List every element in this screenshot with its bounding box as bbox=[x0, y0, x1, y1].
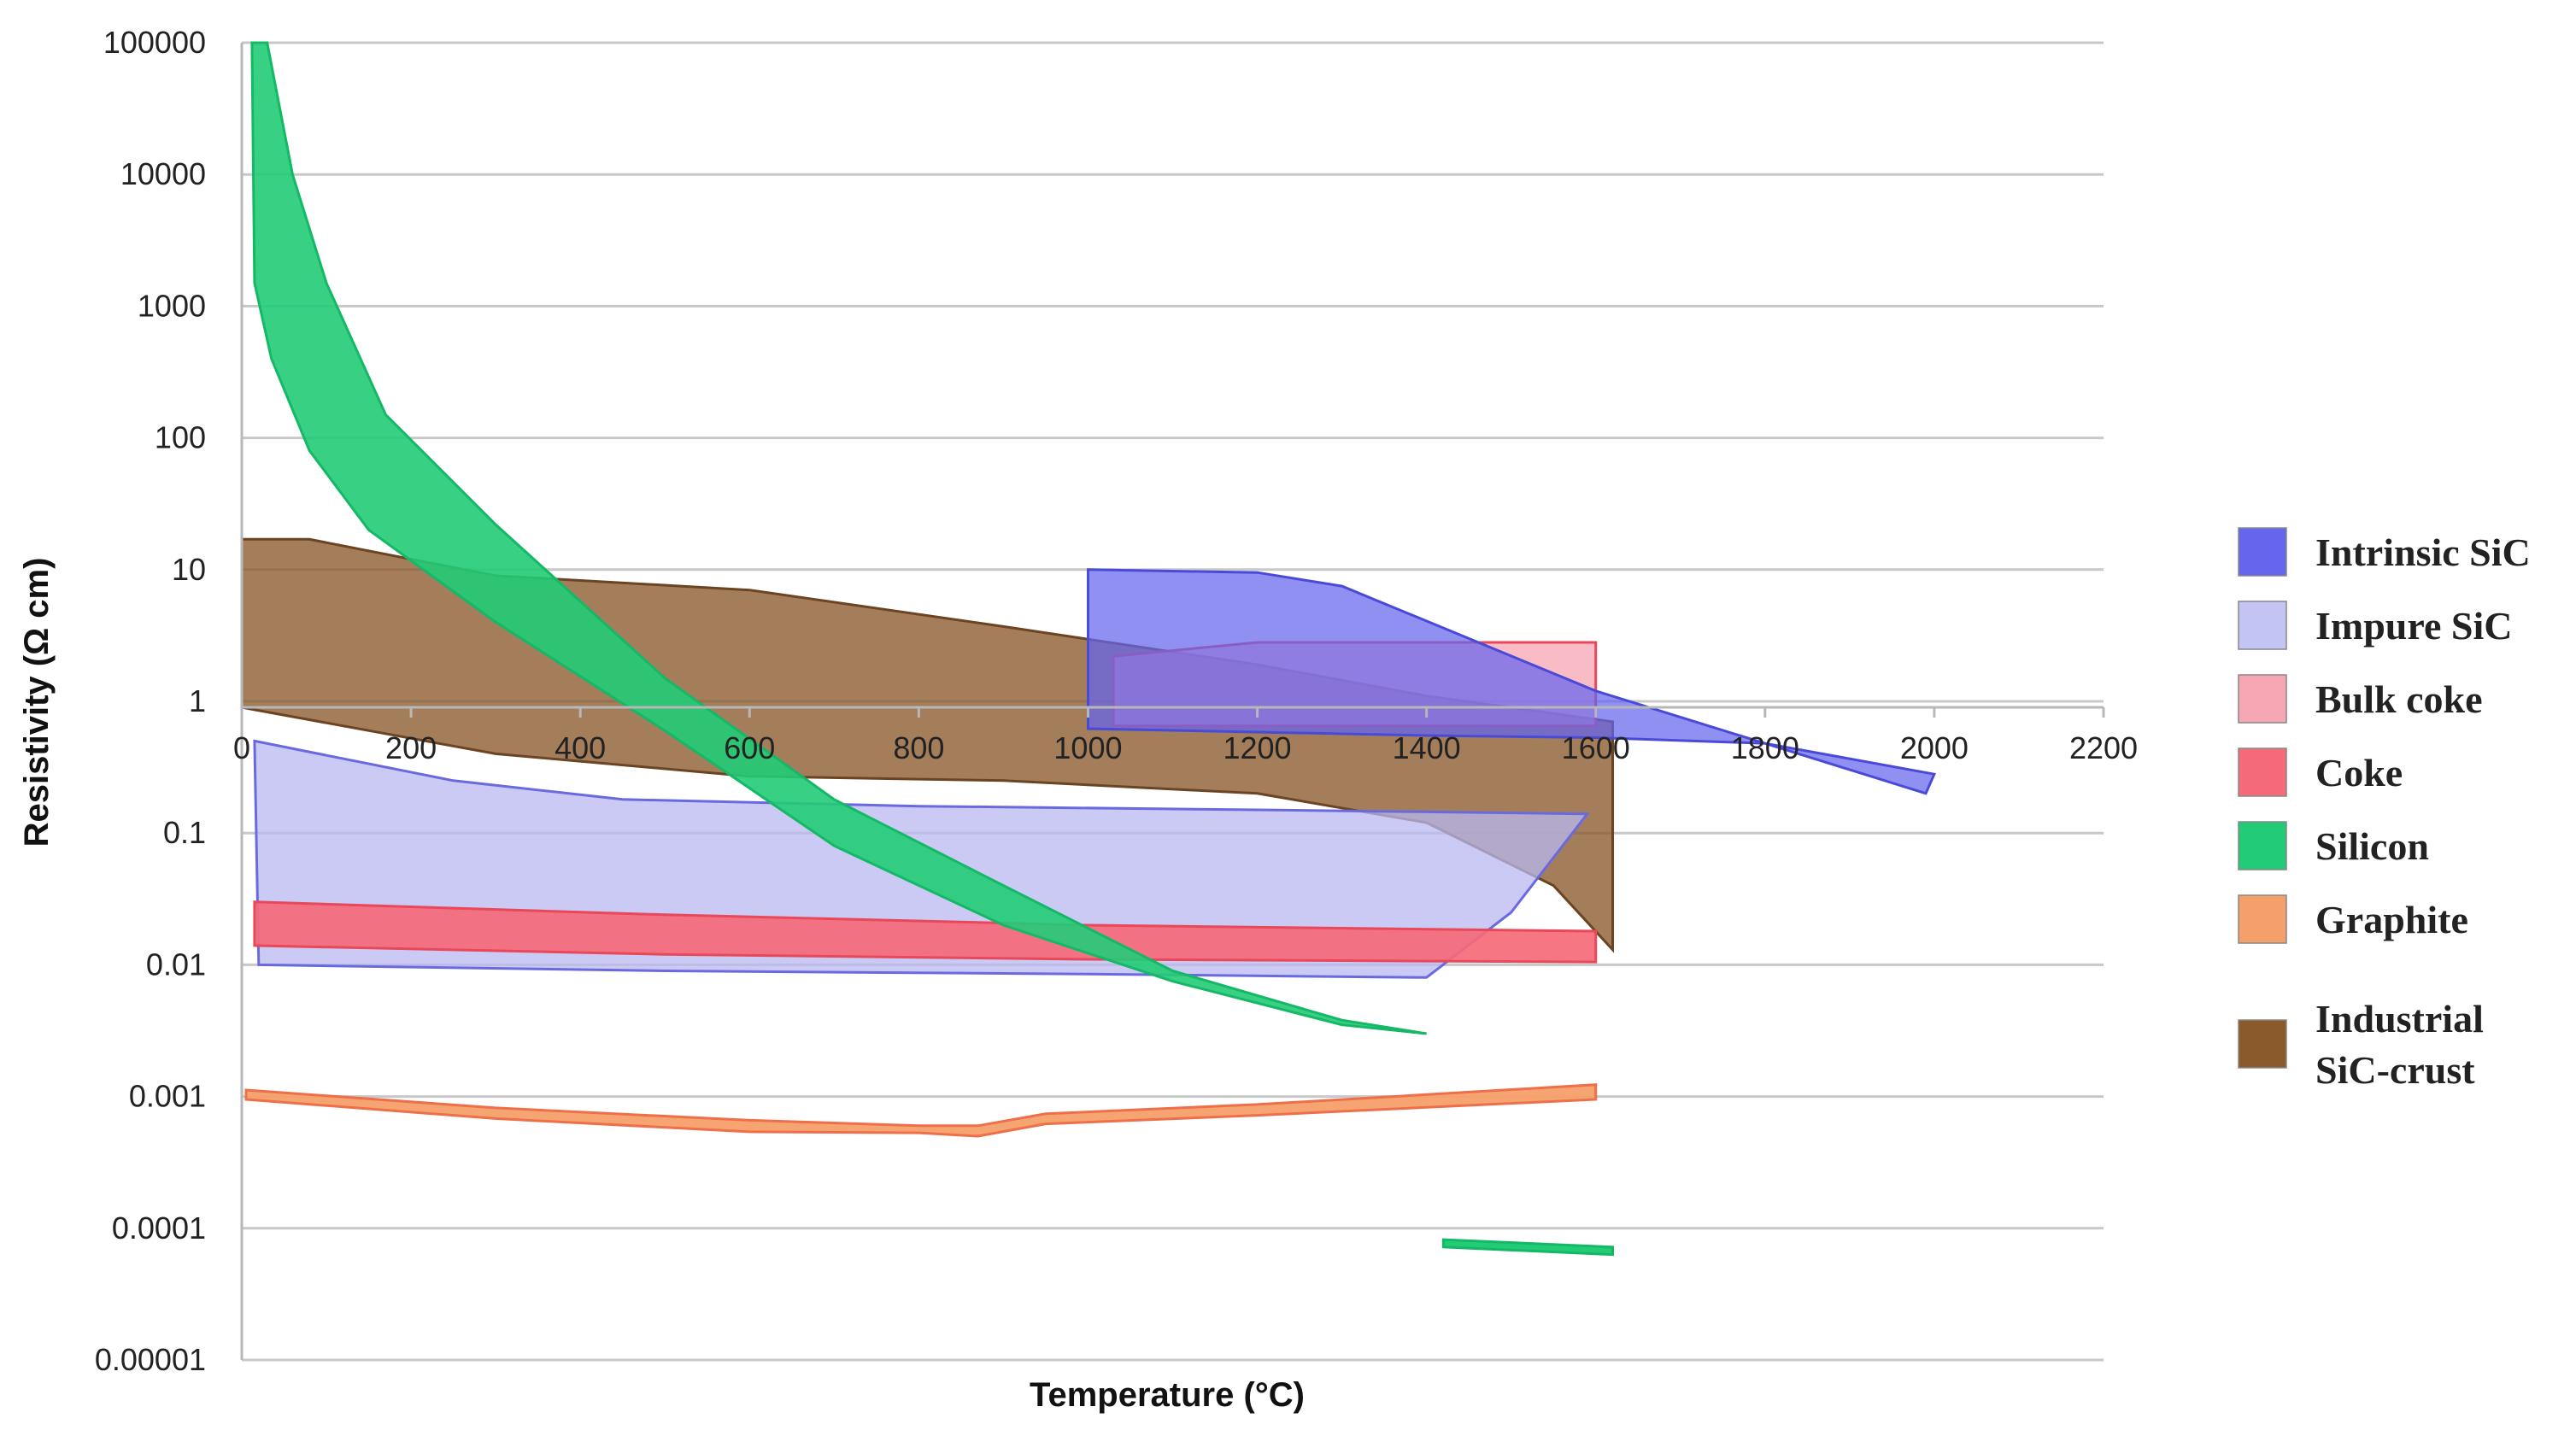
legend-label: Bulk coke bbox=[2315, 677, 2483, 721]
x-tick-label: 0 bbox=[233, 730, 250, 765]
y-tick-label: 100 bbox=[155, 420, 206, 455]
legend-item-intrinsic-sic: Intrinsic SiC bbox=[2238, 527, 2531, 577]
legend-swatch bbox=[2238, 601, 2287, 650]
x-tick-label: 2200 bbox=[2069, 730, 2138, 765]
legend-item-graphite: Graphite bbox=[2238, 894, 2468, 944]
series-band-coke bbox=[253, 900, 1598, 964]
legend-swatch bbox=[2238, 674, 2287, 724]
legend-label: Impure SiC bbox=[2315, 604, 2512, 648]
y-tick-label: 0.001 bbox=[129, 1079, 206, 1114]
y-tick-label: 10 bbox=[172, 552, 206, 587]
axes bbox=[240, 43, 2105, 1360]
legend-label: Intrinsic SiC bbox=[2315, 530, 2531, 574]
series-band-intrinsic-sic bbox=[1087, 568, 1937, 795]
legend-item-bulk-coke: Bulk coke bbox=[2238, 674, 2483, 724]
legend-item-impure-sic: Impure SiC bbox=[2238, 601, 2512, 650]
y-tick-label: 10000 bbox=[120, 156, 206, 191]
x-tick-label: 200 bbox=[385, 730, 437, 765]
legend-swatch bbox=[2238, 821, 2287, 870]
legend-label: SiC-crust bbox=[2315, 1048, 2475, 1092]
legend-item-silicon: Silicon bbox=[2238, 821, 2429, 870]
x-tick-label: 1600 bbox=[1562, 730, 1630, 765]
y-tick-label: 0.1 bbox=[163, 815, 206, 850]
x-tick-label: 1400 bbox=[1393, 730, 1461, 765]
tick-labels: 1000001000010001001010.10.010.0010.00010… bbox=[95, 25, 2138, 1377]
x-tick-label: 1800 bbox=[1731, 730, 1799, 765]
legend-label: Industrial bbox=[2315, 997, 2484, 1040]
y-tick-label: 1 bbox=[189, 683, 206, 718]
series-band-silicon bbox=[250, 41, 1427, 1035]
y-tick-label: 1000 bbox=[138, 288, 206, 323]
y-tick-label: 0.0001 bbox=[112, 1210, 206, 1246]
legend-label: Silicon bbox=[2315, 824, 2429, 868]
legend-item-coke: Coke bbox=[2238, 747, 2403, 797]
x-tick-label: 400 bbox=[555, 730, 606, 765]
y-tick-label: 0.01 bbox=[146, 947, 206, 982]
series-band-silicon-liquid bbox=[1441, 1238, 1614, 1257]
x-tick-label: 2000 bbox=[1900, 730, 1969, 765]
y-tick-label: 100000 bbox=[103, 25, 206, 60]
x-tick-label: 600 bbox=[724, 730, 775, 765]
x-tick-label: 1000 bbox=[1053, 730, 1122, 765]
series-band-graphite bbox=[244, 1083, 1598, 1138]
x-tick-label: 1200 bbox=[1223, 730, 1291, 765]
legend-label: Graphite bbox=[2315, 898, 2468, 941]
y-axis-title: Resistivity (Ω cm) bbox=[18, 558, 56, 847]
legend-swatch bbox=[2238, 527, 2287, 577]
legend-swatch bbox=[2238, 1019, 2287, 1069]
legend-item-industrial-sic-crust: Industrial SiC-crust bbox=[2238, 997, 2484, 1092]
x-axis-title: Temperature (°C) bbox=[1030, 1376, 1305, 1414]
x-tick-label: 800 bbox=[893, 730, 944, 765]
legend: Intrinsic SiC Impure SiC Bulk coke Coke Sili… bbox=[2238, 527, 2531, 1092]
legend-swatch bbox=[2238, 747, 2287, 797]
legend-label: Coke bbox=[2315, 751, 2403, 794]
series-bands bbox=[240, 41, 1937, 1257]
legend-swatch bbox=[2238, 894, 2287, 944]
y-tick-label: 0.00001 bbox=[95, 1342, 206, 1377]
